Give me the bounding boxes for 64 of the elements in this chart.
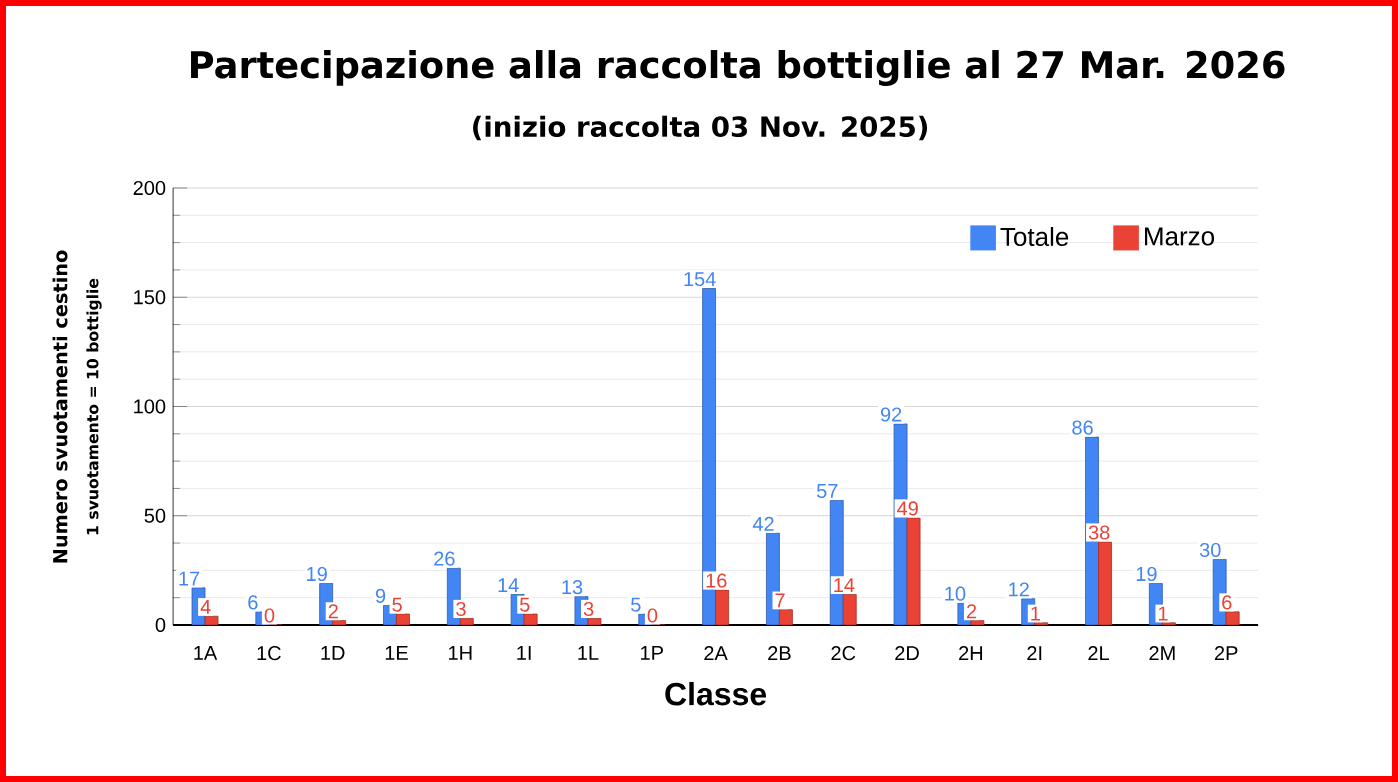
x-tick-label: 1C xyxy=(257,646,281,661)
x-tick-label: 1D xyxy=(321,646,345,660)
y-tick-label: 0 xyxy=(155,617,166,633)
chart-subtitle: (inizio raccolta 03 Nov. 2025) xyxy=(473,115,928,141)
x-tick-label: 1A xyxy=(194,646,218,660)
data-label: 86 xyxy=(1072,420,1093,435)
data-label: 154 xyxy=(684,272,716,287)
x-tick-label: 2H xyxy=(959,646,983,661)
data-label: 42 xyxy=(752,516,774,531)
data-label: 6 xyxy=(248,595,258,610)
data-label: 14 xyxy=(834,578,855,592)
data-label: 26 xyxy=(434,551,455,566)
data-label: 57 xyxy=(816,484,838,499)
x-tick-label: 2P xyxy=(1214,646,1238,661)
data-label: 3 xyxy=(456,601,466,617)
x-tick-label: 2B xyxy=(768,646,791,661)
data-label: 0 xyxy=(264,608,275,623)
data-label: 7 xyxy=(775,593,785,608)
x-tick-label: 2C xyxy=(831,646,856,661)
y-tick-label: 200 xyxy=(133,180,166,196)
x-tick-label: 1H xyxy=(449,646,472,660)
legend-label: Totale xyxy=(1000,226,1069,247)
x-tick-label: 2D xyxy=(895,646,919,661)
data-label: 14 xyxy=(498,578,519,592)
x-tick-label: 2L xyxy=(1088,646,1109,661)
data-label: 19 xyxy=(1136,566,1157,582)
x-tick-label: 1I xyxy=(517,646,531,660)
data-label: 0 xyxy=(647,608,658,623)
chart-title: Partecipazione alla raccolta bottiglie al 27 Mar. 2026 xyxy=(191,50,1285,86)
data-label: 12 xyxy=(1009,582,1029,597)
x-tick-label: 2A xyxy=(704,646,728,661)
data-label: 2 xyxy=(328,604,338,619)
y-tick-label: 150 xyxy=(134,290,166,305)
text: 1 svuotamento = 10 bottiglie xyxy=(86,278,102,535)
x-tick-label: 2I xyxy=(1027,646,1042,661)
legend-label: Marzo xyxy=(1145,227,1215,246)
x-tick-label: 1P xyxy=(641,646,663,660)
data-label: 3 xyxy=(583,601,594,617)
x-axis-title: Classe xyxy=(665,681,767,706)
x-tick-label: 1E xyxy=(385,646,408,660)
data-label: 13 xyxy=(562,580,583,595)
data-label: 1 xyxy=(1158,606,1168,621)
bar xyxy=(1098,541,1112,625)
data-label: 2 xyxy=(966,604,977,619)
data-label: 49 xyxy=(897,501,918,516)
data-label: 4 xyxy=(200,600,211,614)
y-tick-label: 50 xyxy=(144,508,166,523)
data-label: 5 xyxy=(392,597,402,612)
y-tick-label: 100 xyxy=(134,399,166,414)
data-label: 1 xyxy=(1031,606,1040,621)
y-axis-title: Numero svuotamenti cestino xyxy=(52,250,68,563)
data-label: 10 xyxy=(945,586,966,601)
data-label: 5 xyxy=(631,597,641,612)
data-label: 5 xyxy=(520,597,530,612)
data-label: 38 xyxy=(1088,525,1110,540)
data-label: 17 xyxy=(179,571,200,586)
data-label: 6 xyxy=(1222,595,1232,610)
data-label: 9 xyxy=(375,588,386,603)
data-label: 92 xyxy=(880,407,902,422)
data-label: 30 xyxy=(1199,542,1221,558)
data-label: 16 xyxy=(706,573,727,588)
data-label: 19 xyxy=(307,566,327,582)
x-tick-label: 1L xyxy=(578,646,599,660)
x-tick-label: 2M xyxy=(1149,646,1175,661)
